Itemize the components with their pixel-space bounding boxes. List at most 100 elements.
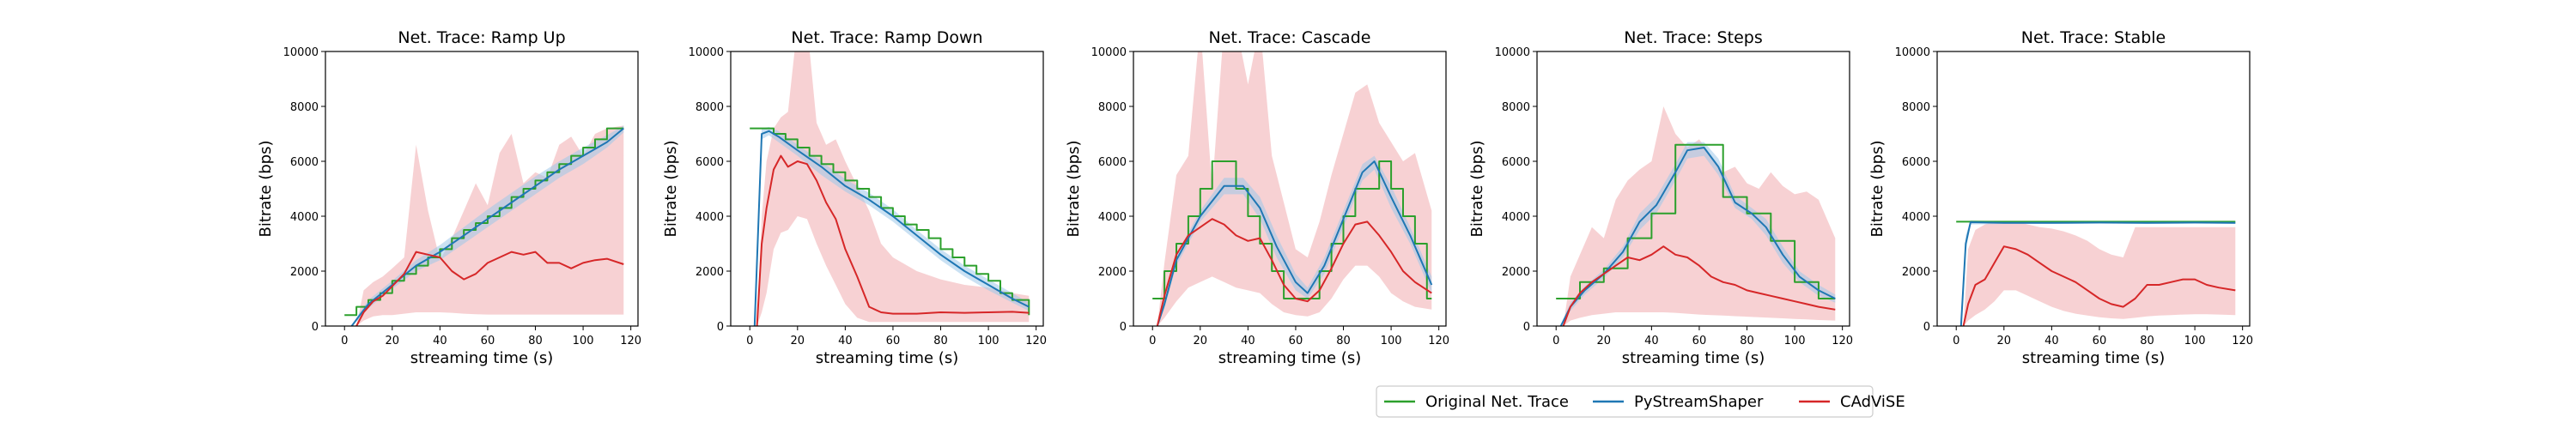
y-tick-label: 8000 <box>696 101 724 114</box>
cadvise-line <box>1962 245 2236 326</box>
x-tick-label: 40 <box>1241 335 1255 347</box>
chart-panels: 0 20 40 60 80 100 1200200040006000800010000Net… <box>257 28 2253 367</box>
axes-frame <box>1936 51 2251 327</box>
x-tick-label: 60 <box>2093 335 2107 347</box>
x-axis-label: streaming time (s) <box>1218 349 1361 367</box>
cadvise-line <box>756 154 1030 326</box>
x-tick-label: 100 <box>978 335 999 347</box>
x-tick-label: 20 <box>1997 335 2012 347</box>
plot-area <box>344 125 624 326</box>
panel-title: Net. Trace: Steps <box>1624 28 1762 47</box>
x-tick-label: 0 <box>1552 335 1559 347</box>
x-axis-label: streaming time (s) <box>816 349 958 367</box>
y-axis-label: Bitrate (bps) <box>1065 141 1083 238</box>
y-tick-label: 2000 <box>290 266 319 279</box>
x-tick-label: 40 <box>1644 335 1659 347</box>
x-tick-label: 100 <box>2184 335 2206 347</box>
x-tick-label: 40 <box>838 335 853 347</box>
x-axis-label: streaming time (s) <box>410 349 553 367</box>
x-tick-label: 120 <box>1832 335 1853 347</box>
y-tick-label: 4000 <box>1502 211 1530 224</box>
panel-title: Net. Trace: Ramp Up <box>398 28 565 47</box>
x-tick-label: 120 <box>1428 335 1449 347</box>
original-line <box>750 127 1030 316</box>
pyshaper-line <box>753 130 1030 326</box>
y-tick-label: 10000 <box>1495 46 1530 59</box>
cadvise-band <box>1563 106 1836 326</box>
y-tick-label: 0 <box>1120 321 1127 334</box>
x-tick-label: 0 <box>1953 335 1959 347</box>
y-tick-label: 6000 <box>696 156 724 169</box>
axes-frame <box>1536 51 1850 327</box>
legend: Original Net. Trace PyStreamShaper CAdViSE <box>1376 385 1905 418</box>
y-tick-label: 4000 <box>696 211 724 224</box>
x-tick-label: 80 <box>1336 335 1351 347</box>
plot-area <box>1152 51 1433 326</box>
panel-title: Net. Trace: Cascade <box>1209 28 1371 47</box>
y-axis-label: Bitrate (bps) <box>662 141 680 238</box>
x-tick-label: 100 <box>1784 335 1806 347</box>
y-tick-label: 10000 <box>1091 46 1127 59</box>
x-tick-label: 0 <box>1149 335 1156 347</box>
y-axis-label: Bitrate (bps) <box>257 141 275 238</box>
x-tick-label: 80 <box>2140 335 2154 347</box>
y-tick-label: 8000 <box>1502 101 1530 114</box>
legend-label-pyshaper: PyStreamShaper <box>1634 393 1764 411</box>
y-axis-label: Bitrate (bps) <box>1868 141 1886 238</box>
axes-frame <box>1133 51 1447 327</box>
y-tick-label: 0 <box>312 321 319 334</box>
cadvise-line <box>1156 218 1432 326</box>
x-tick-label: 120 <box>1025 335 1047 347</box>
x-tick-label: 120 <box>620 335 641 347</box>
plot-area <box>750 51 1030 326</box>
x-tick-label: 40 <box>2044 335 2059 347</box>
panel-title: Net. Trace: Stable <box>2021 28 2166 47</box>
legend-box <box>1376 385 1874 418</box>
x-tick-label: 120 <box>2232 335 2253 347</box>
y-tick-label: 0 <box>1923 321 1930 334</box>
pyshaper-line <box>1959 221 2236 326</box>
x-tick-label: 80 <box>1740 335 1754 347</box>
y-tick-label: 8000 <box>290 101 319 114</box>
y-tick-label: 2000 <box>1098 266 1127 279</box>
y-tick-label: 10000 <box>689 46 724 59</box>
x-tick-label: 0 <box>341 335 348 347</box>
x-tick-label: 40 <box>433 335 447 347</box>
y-tick-label: 10000 <box>283 46 319 59</box>
chart-panel-5: 0 20 40 60 80 100 120 0 2000 4000 6000 8000 10000 Net… <box>1868 28 2253 367</box>
x-tick-label: 60 <box>481 335 495 347</box>
y-tick-label: 6000 <box>1502 156 1530 169</box>
x-tick-label: 20 <box>791 335 805 347</box>
y-tick-label: 4000 <box>290 211 319 224</box>
y-tick-label: 2000 <box>1902 266 1930 279</box>
plot-area <box>1556 106 1836 326</box>
y-tick-label: 6000 <box>290 156 319 169</box>
x-tick-label: 80 <box>528 335 543 347</box>
axes-frame <box>325 51 639 327</box>
x-tick-label: 60 <box>886 335 901 347</box>
x-tick-label: 60 <box>1692 335 1707 347</box>
x-tick-label: 100 <box>1381 335 1402 347</box>
x-tick-label: 60 <box>1289 335 1303 347</box>
y-tick-label: 2000 <box>696 266 724 279</box>
x-tick-label: 20 <box>386 335 400 347</box>
pyshaper-band <box>351 125 624 326</box>
y-tick-label: 2000 <box>1502 266 1530 279</box>
cadvise-band <box>756 51 1030 326</box>
cadvise-line <box>1562 245 1836 326</box>
pyshaper-line <box>350 127 624 326</box>
x-tick-label: 80 <box>933 335 948 347</box>
y-tick-label: 0 <box>717 321 724 334</box>
y-tick-label: 8000 <box>1098 101 1127 114</box>
x-tick-label: 0 <box>746 335 753 347</box>
panel-title: Net. Trace: Ramp Down <box>791 28 982 47</box>
cadvise-band <box>1157 51 1432 326</box>
pyshaper-line <box>1156 160 1433 326</box>
x-tick-label: 20 <box>1194 335 1208 347</box>
legend-label-cadvise: CAdViSE <box>1840 393 1905 411</box>
x-axis-label: streaming time (s) <box>2022 349 2165 367</box>
original-line <box>1152 160 1432 299</box>
chart-panel-2: 0 20 40 60 80 100 120 0 2000 4000 6000 8000 10000 Net… <box>662 28 1047 367</box>
chart-panel-1: 0 20 40 60 80 100 120 0 2000 4000 6000 8000 10000 Net… <box>257 28 641 367</box>
